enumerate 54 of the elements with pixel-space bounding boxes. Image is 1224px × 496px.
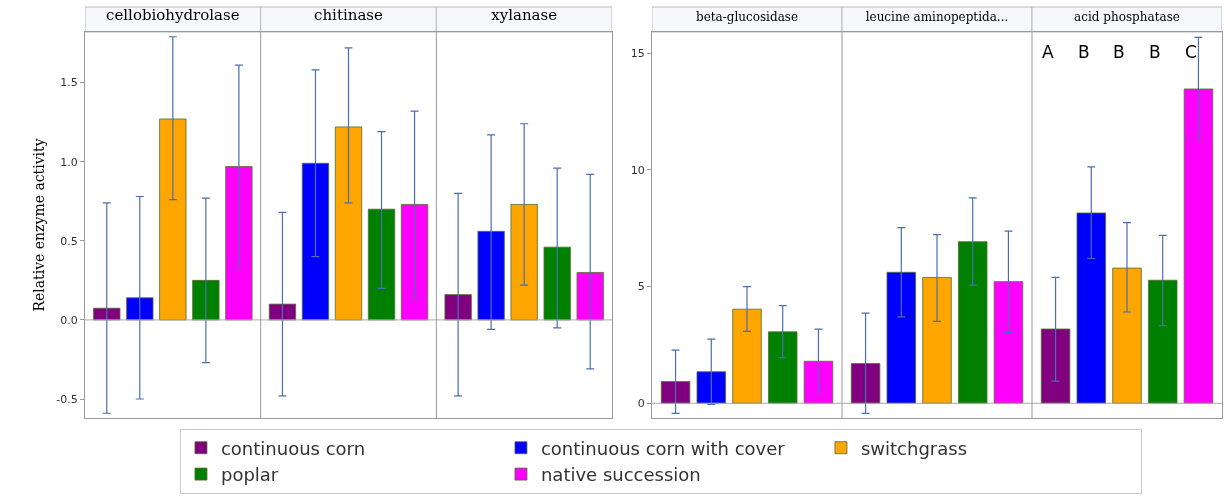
bar xyxy=(543,246,571,321)
y-tick-label: 0.5 xyxy=(60,234,78,248)
bar xyxy=(192,279,220,321)
annotation: B xyxy=(1113,42,1125,62)
bar xyxy=(268,303,297,321)
legend-label: continuous corn with cover xyxy=(540,437,786,459)
bar xyxy=(159,118,187,321)
bar xyxy=(1040,328,1071,404)
x-tick-label: acid phosphatase xyxy=(1074,10,1180,25)
y-tick-label: 10 xyxy=(630,163,645,177)
x-tick-label: beta-glucosidase xyxy=(695,10,799,25)
x-tick-label: cellobiohydrolase xyxy=(106,6,240,24)
bar xyxy=(732,308,762,404)
legend-label: poplar xyxy=(220,464,279,486)
x-tick-label: chitinase xyxy=(314,6,384,24)
legend-label: native succession xyxy=(540,464,701,486)
y-tick-label: -0.5 xyxy=(56,392,78,406)
annotation: B xyxy=(1078,42,1090,62)
bar xyxy=(1183,88,1214,404)
y-tick-label: 0.0 xyxy=(60,313,78,327)
y-axis-title: Relative enzyme activity xyxy=(30,138,47,312)
bar xyxy=(576,272,604,321)
legend-label: switchgrass xyxy=(860,437,968,459)
y-tick-label: 1.0 xyxy=(60,155,78,169)
bar xyxy=(958,241,988,404)
bar xyxy=(696,371,726,404)
bar xyxy=(1076,212,1106,404)
y-tick-label: 5 xyxy=(637,280,645,294)
annotation: C xyxy=(1185,42,1197,62)
annotation: B xyxy=(1149,42,1161,62)
y-tick-label: 0 xyxy=(637,397,645,411)
bar xyxy=(660,381,691,404)
y-tick-label: 1.5 xyxy=(60,76,78,90)
bar xyxy=(1112,267,1142,404)
y-tick-label: 15 xyxy=(630,46,645,60)
bar xyxy=(126,297,154,321)
bar xyxy=(334,126,363,321)
legend-label: continuous corn xyxy=(220,437,366,459)
bar xyxy=(225,166,253,321)
bar xyxy=(1148,279,1178,404)
bar xyxy=(850,363,881,404)
x-tick-label: xylanase xyxy=(491,6,558,24)
annotation: A xyxy=(1042,42,1054,62)
bar xyxy=(886,271,916,404)
bar xyxy=(768,331,798,404)
bar xyxy=(993,281,1024,404)
bar xyxy=(803,360,834,404)
bar xyxy=(477,230,505,321)
bar xyxy=(400,204,429,321)
bar xyxy=(367,208,396,321)
bar xyxy=(301,162,330,321)
bar xyxy=(922,277,952,404)
x-tick-label: leucine aminopeptida... xyxy=(865,10,1009,25)
bar xyxy=(510,204,538,321)
